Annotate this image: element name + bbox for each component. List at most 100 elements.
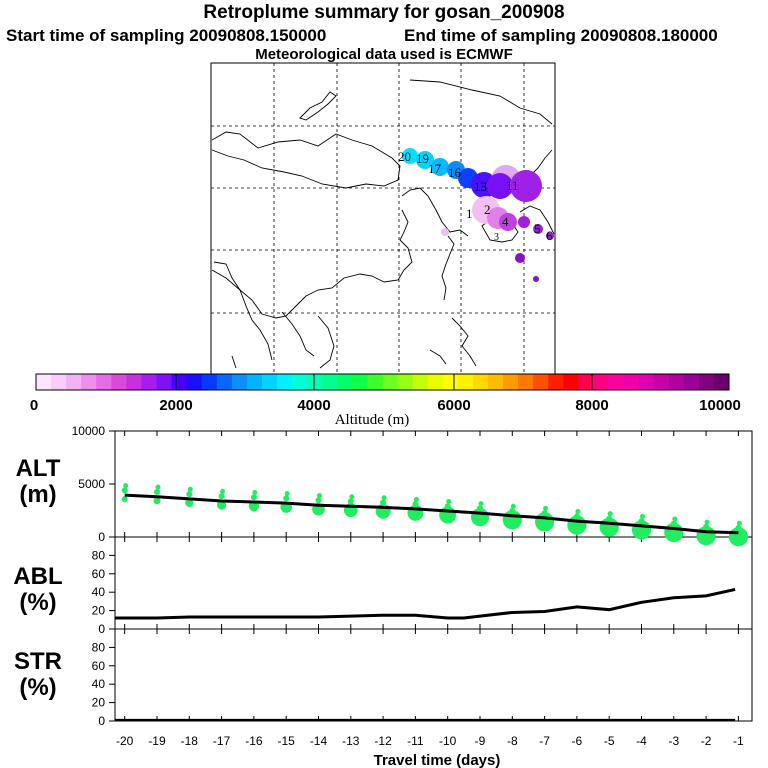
colorbar-swatch: [578, 374, 594, 390]
colorbar-swatch: [322, 374, 338, 390]
colorbar-swatch: [66, 374, 82, 390]
colorbar-swatch: [186, 374, 203, 390]
colorbar-swatch: [457, 374, 474, 390]
plume-labels: 20 19 17 16 13 11 1 2 3 4 5 6: [398, 149, 553, 243]
colorbar-swatch: [683, 374, 700, 390]
x-tick-label: -8: [507, 734, 518, 748]
alt-point: [347, 498, 354, 505]
y-tick-label: 60: [92, 567, 106, 581]
y-tick-label: 80: [92, 640, 106, 654]
plume-day-label: 2: [484, 202, 491, 217]
alt-point: [216, 500, 227, 510]
x-tick-label: -17: [213, 734, 231, 748]
plume-circle: [416, 151, 434, 169]
colorbar-label: Altitude (m): [335, 412, 410, 428]
colorbar-swatch: [307, 374, 323, 390]
colorbar-tick: 6000: [437, 397, 470, 414]
colorbar-swatch: [246, 374, 263, 390]
plume-cluster: [402, 148, 554, 282]
x-tick-label: -16: [245, 734, 263, 748]
alt-point: [187, 486, 193, 492]
str-panel-frame: [114, 628, 753, 722]
abl-panel-unit: (%): [19, 589, 56, 616]
colorbar-swatch: [36, 374, 52, 390]
x-tick-label: -1: [733, 734, 744, 748]
y-tick-label: 20: [92, 696, 106, 710]
plume-day-label: 11: [506, 178, 519, 193]
colorbar-swatch: [231, 374, 248, 390]
alt-point: [444, 503, 451, 510]
colorbar-swatch: [713, 374, 730, 390]
alt-point: [316, 493, 322, 499]
colorbar-swatch: [563, 374, 579, 390]
x-tick-label: -4: [636, 734, 647, 748]
plume-day-label: 4: [502, 214, 509, 229]
colorbar-swatch: [653, 374, 670, 390]
alt-point: [510, 503, 516, 509]
alt-point: [704, 519, 710, 525]
x-tick-label: -11: [407, 734, 424, 748]
alt-scatter: [121, 483, 748, 547]
y-tick-label: 20: [92, 604, 106, 618]
alt-point: [283, 495, 290, 502]
x-axis-title: Travel time (days): [374, 752, 501, 768]
colorbar-swatch: [593, 374, 609, 390]
y-tick-label: 40: [92, 585, 106, 599]
alt-point: [412, 501, 419, 508]
colorbar-swatch: [126, 374, 142, 390]
x-tick-label: -15: [278, 734, 296, 748]
colorbar-tick: 0: [30, 397, 38, 414]
alt-point: [220, 488, 226, 494]
start-time-label: Start time of sampling 20090808.150000: [6, 26, 327, 45]
y-tick-label: 0: [98, 622, 105, 636]
alt-panel-unit: (m): [19, 481, 56, 508]
colorbar-swatch: [397, 374, 414, 390]
alt-point: [672, 516, 678, 522]
colorbar-swatch: [96, 374, 112, 390]
alt-panel-label: ALT: [16, 455, 61, 482]
plume-day-label: 6: [546, 228, 553, 243]
colorbar-swatch: [638, 374, 655, 390]
colorbar-swatch: [548, 374, 564, 390]
plume-day-label: 20: [398, 149, 411, 164]
colorbar-swatch: [698, 374, 715, 390]
colorbar-swatch: [533, 374, 549, 390]
alt-point: [250, 494, 257, 501]
plume-day-label: 16: [448, 165, 462, 180]
plume-circle: [518, 216, 530, 228]
alt-point: [123, 483, 129, 489]
colorbar-swatch: [111, 374, 127, 390]
alt-point: [252, 489, 258, 495]
alt-point: [185, 498, 194, 507]
colorbar-tick: 8000: [575, 397, 608, 414]
colorbar-swatch: [216, 374, 233, 390]
colorbar-swatch: [156, 374, 173, 390]
alt-point: [121, 487, 128, 494]
colorbar-swatch: [487, 374, 504, 390]
plume-circle: [441, 228, 449, 236]
alt-point: [670, 520, 677, 527]
alt-y-axis: 0 5000 10000: [72, 424, 115, 544]
colorbar-swatch: [382, 374, 399, 390]
y-tick-label: 5000: [78, 477, 105, 491]
colorbar-swatch: [623, 374, 640, 390]
colorbar-swatch: [367, 374, 383, 390]
colorbar-swatch: [261, 374, 278, 390]
alt-point: [573, 513, 580, 520]
alt-point: [413, 496, 419, 502]
map-gridlines: [211, 63, 555, 374]
colorbar-frame: [35, 373, 730, 391]
alt-point: [153, 488, 160, 495]
alt-point: [575, 509, 581, 515]
colorbar-swatch: [503, 374, 519, 390]
plume-circle: [487, 173, 513, 199]
figure-title: Retroplume summary for gosan_200908: [203, 2, 565, 23]
alt-point: [607, 511, 613, 517]
x-tick-label: -5: [604, 734, 615, 748]
alt-point: [543, 505, 549, 511]
alt-point: [638, 518, 645, 525]
x-tick-label: -18: [181, 734, 199, 748]
alt-point: [478, 501, 484, 507]
colorbar-swatch: [608, 374, 625, 390]
colorbar-swatch: [51, 374, 67, 390]
